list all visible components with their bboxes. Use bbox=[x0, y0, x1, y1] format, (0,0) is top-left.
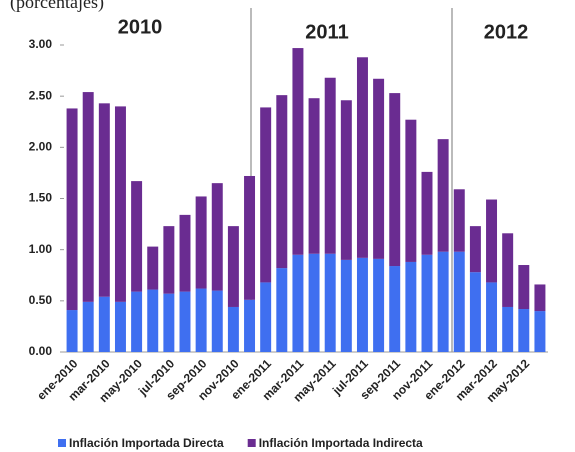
year-label: 2011 bbox=[305, 21, 348, 43]
bar-segment bbox=[131, 291, 143, 352]
year-label: 2010 bbox=[118, 16, 163, 38]
bar-segment bbox=[179, 291, 191, 352]
legend-swatch bbox=[247, 439, 256, 447]
bar-segment bbox=[227, 306, 239, 352]
bar-segment bbox=[195, 288, 207, 352]
bar-segment bbox=[340, 259, 352, 352]
bar-segment bbox=[114, 106, 126, 302]
y-tick-label: 0.00 bbox=[29, 344, 53, 358]
legend-label: Inflación Importada Directa bbox=[69, 436, 224, 450]
y-tick-label: 2.00 bbox=[29, 140, 53, 154]
y-tick-label: 1.00 bbox=[29, 242, 53, 256]
y-tick-label: 3.00 bbox=[29, 37, 53, 51]
bar-segment bbox=[405, 119, 417, 262]
bar-segment bbox=[260, 107, 272, 283]
bar-segment bbox=[373, 78, 385, 259]
bar-segment bbox=[98, 103, 110, 297]
bar-segment bbox=[98, 296, 110, 352]
bar-segment bbox=[308, 98, 320, 254]
bar-segment bbox=[437, 251, 449, 352]
bar-segment bbox=[405, 261, 417, 352]
bar-segment bbox=[276, 268, 288, 352]
bar-segment bbox=[82, 301, 94, 352]
bar-segment bbox=[453, 251, 465, 352]
bar-segment bbox=[389, 266, 401, 352]
bar-segment bbox=[211, 290, 223, 352]
y-tick-label: 2.50 bbox=[29, 88, 53, 102]
bar-segment bbox=[324, 77, 336, 254]
y-tick-label: 1.50 bbox=[29, 191, 53, 205]
bar-segment bbox=[469, 272, 481, 352]
bar-segment bbox=[66, 108, 78, 311]
bar-segment bbox=[437, 139, 449, 252]
bar-segment bbox=[82, 92, 94, 302]
bar-segment bbox=[131, 181, 143, 292]
bar-segment bbox=[163, 293, 175, 352]
bar-segment bbox=[66, 310, 78, 352]
bar-segment bbox=[308, 253, 320, 352]
bar-segment bbox=[147, 289, 159, 352]
bar-segment bbox=[373, 258, 385, 352]
bar-segment bbox=[211, 183, 223, 291]
bar-segment bbox=[534, 284, 546, 312]
bar-segment bbox=[453, 189, 465, 252]
bar-segment bbox=[324, 253, 336, 352]
bar-segment bbox=[244, 299, 256, 352]
bar-segment bbox=[227, 226, 239, 307]
legend-label: Inflación Importada Indirecta bbox=[259, 436, 423, 450]
bar-segment bbox=[340, 100, 352, 260]
bar-segment bbox=[163, 226, 175, 294]
bar-segment bbox=[244, 175, 256, 300]
chart-subtitle: (porcentajes) bbox=[10, 0, 104, 13]
bar-segment bbox=[421, 171, 433, 255]
year-label: 2012 bbox=[484, 21, 529, 43]
bar-segment bbox=[356, 57, 368, 258]
bar-segment bbox=[486, 282, 498, 352]
bar-segment bbox=[469, 226, 481, 273]
bar-segment bbox=[260, 282, 272, 352]
bar-segment bbox=[502, 233, 514, 307]
y-tick-label: 0.50 bbox=[29, 293, 53, 307]
bar-segment bbox=[292, 48, 304, 255]
bar-segment bbox=[114, 301, 126, 352]
bar-segment bbox=[486, 199, 498, 283]
bar-segment bbox=[276, 95, 288, 269]
bar-segment bbox=[292, 254, 304, 352]
bar-segment bbox=[518, 309, 530, 352]
legend-swatch bbox=[58, 439, 66, 447]
bar-segment bbox=[356, 257, 368, 352]
bar-segment bbox=[421, 254, 433, 352]
bar-segment bbox=[389, 93, 401, 267]
bar-segment bbox=[179, 214, 191, 292]
bar-segment bbox=[147, 246, 159, 290]
bar-segment bbox=[534, 311, 546, 352]
bar-segment bbox=[518, 265, 530, 310]
bar-segment bbox=[502, 306, 514, 352]
bar-segment bbox=[195, 196, 207, 289]
